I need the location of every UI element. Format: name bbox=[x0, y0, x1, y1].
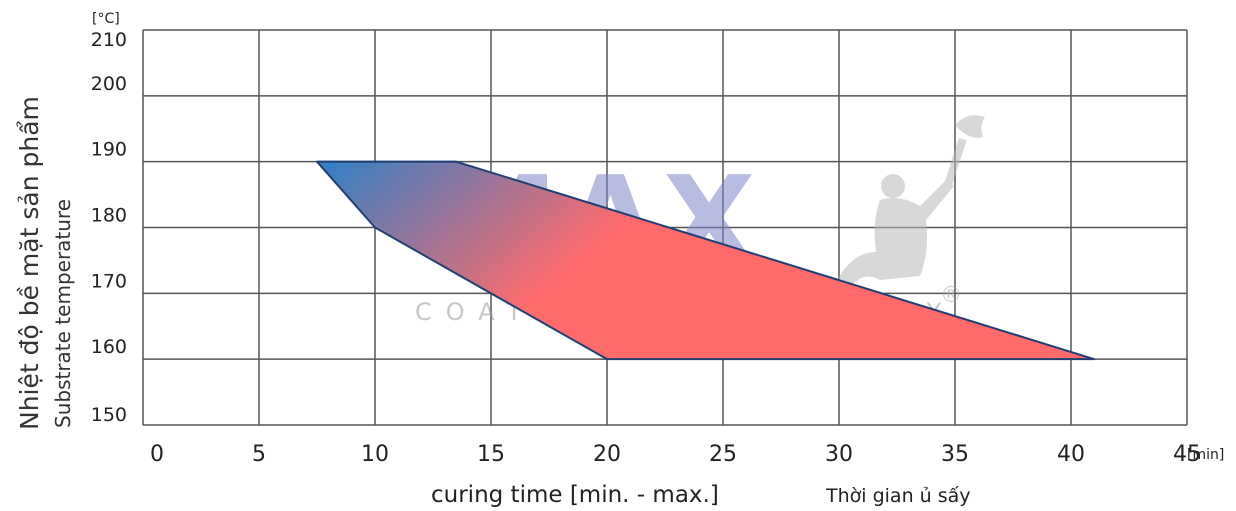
x-axis-label-vi: Thời gian ủ sấy bbox=[825, 485, 971, 507]
y-tick-label-190: 190 bbox=[91, 139, 127, 161]
y-tick-label-200: 200 bbox=[91, 73, 127, 95]
y-tick-label-160: 160 bbox=[91, 336, 127, 358]
x-axis-ticks: 0 5 10 15 20 25 30 35 40 45 bbox=[150, 442, 1201, 467]
x-tick-label-10: 10 bbox=[361, 442, 389, 467]
y-axis-ticks: 150 160 170 180 190 200 210 bbox=[91, 29, 127, 426]
x-tick-label-15: 15 bbox=[477, 442, 505, 467]
x-tick-label-35: 35 bbox=[941, 442, 969, 467]
x-tick-label-0: 0 bbox=[150, 442, 164, 467]
y-tick-label-180: 180 bbox=[91, 205, 127, 227]
x-tick-label-40: 40 bbox=[1057, 442, 1085, 467]
y-axis-label-en: Substrate temperature bbox=[51, 199, 75, 428]
y-axis-label-vi: Nhiệt độ bề mặt sản phẩm bbox=[15, 96, 44, 430]
x-tick-label-45: 45 bbox=[1173, 442, 1201, 467]
y-unit-label: [°C] bbox=[92, 11, 120, 27]
x-tick-label-5: 5 bbox=[252, 442, 266, 467]
curing-window bbox=[316, 160, 1096, 361]
x-tick-label-25: 25 bbox=[709, 442, 737, 467]
y-tick-label-170: 170 bbox=[91, 270, 127, 292]
x-tick-label-20: 20 bbox=[593, 442, 621, 467]
x-unit-label: [min] bbox=[1187, 447, 1224, 463]
torch-bearer-figure-icon bbox=[836, 115, 985, 290]
y-tick-label-150: 150 bbox=[91, 404, 127, 426]
watermark-registered: ® bbox=[940, 283, 962, 308]
x-tick-label-30: 30 bbox=[825, 442, 853, 467]
curing-window-area bbox=[316, 160, 1096, 361]
x-axis-label-en: curing time [min. - max.] bbox=[431, 482, 719, 508]
y-tick-label-210: 210 bbox=[91, 29, 127, 51]
